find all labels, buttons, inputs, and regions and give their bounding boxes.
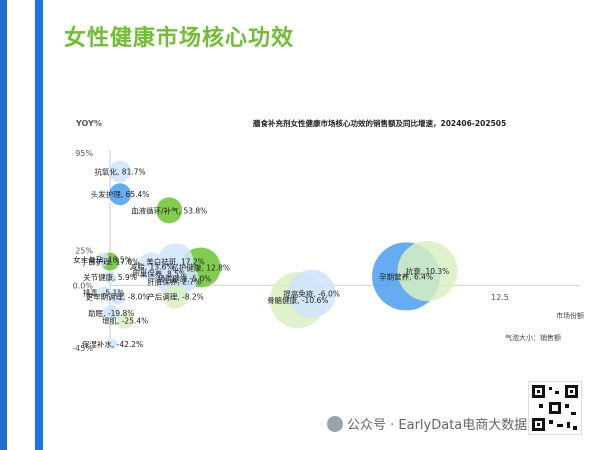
bubble — [109, 160, 132, 183]
bubble-label: 产后调理, -8.2% — [147, 292, 204, 302]
y-tick-label: 25% — [75, 247, 93, 256]
bubble-label: 骨骼健康, -10.6% — [267, 295, 328, 305]
bubble-label: 女士备孕, 18.5% — [73, 255, 132, 265]
bubble — [107, 339, 118, 350]
page-title: 女性健康市场核心功效 — [64, 26, 295, 51]
y-axis-label: YOY% — [75, 119, 102, 128]
y-tick-label: -45% — [72, 344, 93, 353]
bubble — [397, 240, 458, 301]
bubble-label: 孕期营养, 6.4% — [379, 271, 433, 281]
bubble-label: 抗衰, 10.3% — [406, 266, 450, 276]
watermark-text: 公众号 · EarlyData电商大数据 — [347, 418, 528, 433]
bubble-label-layer: 抗氧化, 81.7% 头发护理, 65.4% 血液循环/补气, 53.8% 女士备孕,… — [73, 167, 449, 350]
bubble-label: 手部护理, 17.0% — [81, 257, 140, 267]
bubble — [117, 312, 134, 329]
bubble-label: 增肌, -25.4% — [102, 316, 148, 326]
bubble-label: 美白祛斑, 17.2% — [146, 256, 205, 266]
x-tick-label: 12.5 — [491, 293, 509, 302]
bubble — [109, 183, 132, 206]
y-tick-label: 0.0% — [73, 281, 94, 290]
bubble — [163, 284, 188, 309]
left-accent-bar — [0, 0, 7, 450]
bubble-label: 头发护理, 65.4% — [91, 189, 150, 199]
chart-grid: 95% 25% 0.0% -45% — [72, 149, 580, 353]
bubble — [104, 271, 116, 284]
left-accent-stripe — [35, 0, 43, 450]
chart-title: 膳食补充剂女性健康市场核心功效的销售额及同比增速，202406-202505 — [253, 118, 506, 128]
bubble-label: 更年期调理, -8.0% — [86, 291, 150, 301]
bubble-label: 助眠, -19.8% — [88, 308, 134, 318]
bubble — [103, 304, 120, 321]
bubble-label: 私护健康, 12.8% — [171, 262, 230, 272]
bubble-label: 肠胃健康, 5.0% — [157, 273, 211, 283]
watermark: 公众号 · EarlyData电商大数据 — [327, 414, 527, 433]
bubble — [287, 269, 336, 318]
bubble-layer — [95, 160, 458, 350]
bubble-label: 肝脏保养, 2.7% — [147, 277, 201, 287]
bubble — [109, 288, 126, 305]
bubble-size-note: 气泡大小：销售额 — [505, 333, 561, 342]
bubble-label: 关节健康, 5.9% — [83, 272, 137, 282]
wechat-icon — [327, 415, 343, 432]
bubble-label: 排毒, -5.1% — [83, 287, 125, 297]
bubble-label: 卵巢保养, 8.5% — [132, 268, 186, 278]
bubble-label: 保湿补水, -42.2% — [82, 339, 143, 349]
bubble — [152, 266, 167, 281]
bubble-label: 提高免疫, -6.0% — [283, 289, 340, 299]
qr-code-image — [528, 381, 582, 435]
bubble — [156, 197, 183, 224]
y-tick-label: 95% — [75, 149, 93, 158]
bubble-label: 减脂, 13.6% — [130, 261, 174, 271]
bubble — [95, 252, 110, 267]
x-axis-label: 市场份额 — [556, 311, 584, 320]
bubble-label: 血液循环/补气, 53.8% — [131, 205, 207, 215]
bubble-label: 抗氧化, 81.7% — [95, 167, 146, 177]
bubble — [97, 286, 110, 299]
